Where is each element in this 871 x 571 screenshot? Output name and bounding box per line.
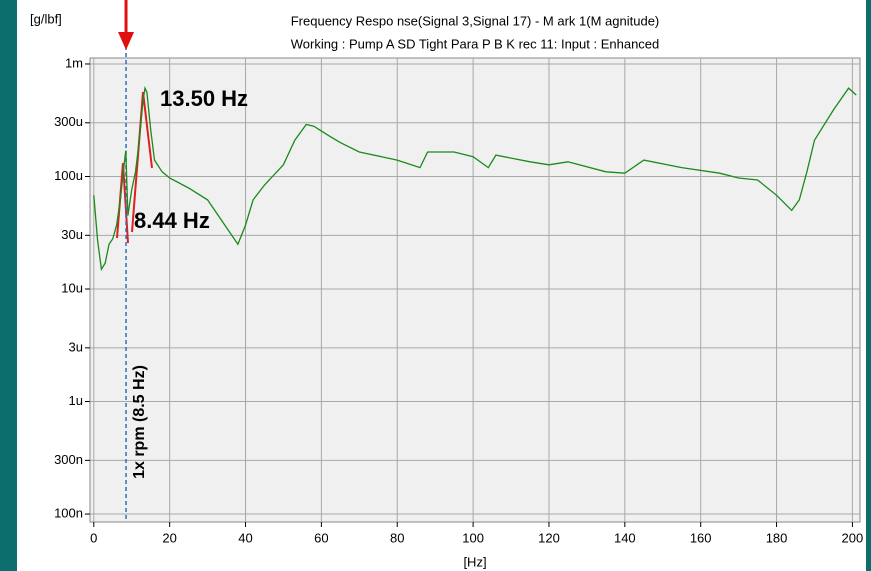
y-tick-label: 1m: [65, 55, 83, 70]
x-tick-label: 20: [162, 530, 176, 545]
y-tick-label: 1u: [69, 393, 83, 408]
x-tick-label: 60: [314, 530, 328, 545]
peak-marker: [142, 91, 153, 169]
series-line: [93, 85, 857, 272]
chart-subtitle: Working : Pump A SD Tight Para P B K rec…: [291, 36, 660, 51]
x-tick-label: 180: [766, 530, 788, 545]
x-tick-label: 200: [842, 530, 864, 545]
chart-title: Frequency Respo nse(Signal 3,Signal 17) …: [291, 13, 660, 28]
x-tick-label: 100: [462, 530, 484, 545]
x-tick-label: 80: [390, 530, 404, 545]
y-tick-label: 30u: [61, 227, 83, 242]
x-tick-label: 40: [238, 530, 252, 545]
plot-area: [89, 57, 861, 523]
y-tick-label: 100n: [54, 505, 83, 520]
y-tick-label: 10u: [61, 280, 83, 295]
x-axis-label: [Hz]: [463, 554, 486, 569]
annotation: 8.44 Hz: [134, 208, 210, 233]
x-tick-label: 0: [90, 530, 97, 545]
y-tick-label: 300n: [54, 452, 83, 467]
x-tick-label: 120: [538, 530, 560, 545]
arrow-head: [118, 32, 135, 50]
x-tick-label: 140: [614, 530, 636, 545]
y-tick-label: 100u: [54, 168, 83, 183]
y-tick-label: 3u: [69, 339, 83, 354]
y-axis-label: [g/lbf]: [30, 11, 62, 26]
x-tick-label: 160: [690, 530, 712, 545]
annotation: 13.50 Hz: [160, 86, 248, 111]
annotation: 1x rpm (8.5 Hz): [131, 365, 148, 479]
y-tick-label: 300u: [54, 114, 83, 129]
